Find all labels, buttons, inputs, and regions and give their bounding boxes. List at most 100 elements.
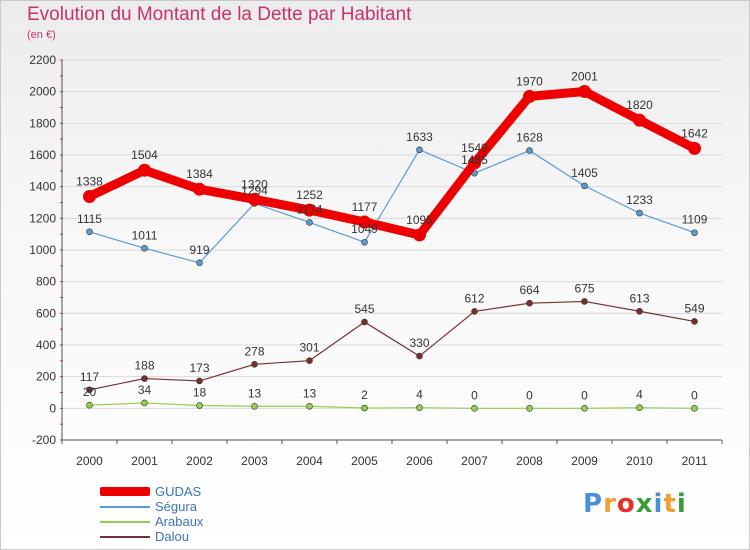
y-tick-label: 400 <box>36 338 56 352</box>
y-tick-label: 1000 <box>29 243 56 257</box>
data-point <box>416 352 423 360</box>
data-label: 549 <box>684 301 704 315</box>
data-point <box>361 404 368 412</box>
series-segura <box>86 146 698 267</box>
data-point <box>306 402 313 410</box>
y-tick-label: 1400 <box>29 180 56 194</box>
data-point <box>691 405 698 412</box>
y-tick-label: 2200 <box>29 53 56 67</box>
y-tick-label: 2000 <box>29 85 56 99</box>
data-point <box>248 192 261 206</box>
data-label: 664 <box>519 283 539 297</box>
series-line <box>88 300 696 391</box>
logo-letter: t <box>663 489 677 519</box>
series-arabaux <box>86 399 698 412</box>
data-label: 301 <box>299 341 319 355</box>
data-point <box>196 402 203 409</box>
data-label: 545 <box>354 302 374 316</box>
data-point <box>86 386 93 394</box>
data-point <box>691 229 698 237</box>
data-labels: 1115101191912941174104916331485162814051… <box>76 70 708 403</box>
data-label: 612 <box>464 291 484 305</box>
grid-lines <box>62 59 722 441</box>
data-label: 4 <box>416 388 423 402</box>
series-dalou <box>86 298 698 394</box>
logo-letter: i <box>653 489 664 519</box>
chart-legend: GUDAS Ségura Arabaux Dalou <box>100 484 300 544</box>
data-point <box>471 405 478 412</box>
chart-title: Evolution du Montant de la Dette par Hab… <box>27 4 412 25</box>
data-label: 1095 <box>406 213 433 227</box>
data-label: 1338 <box>76 174 103 188</box>
data-label: 34 <box>138 383 152 397</box>
y-tick-label: 1800 <box>29 116 56 130</box>
logo-letter: r <box>603 489 617 519</box>
y-tick-label: 600 <box>36 306 56 320</box>
data-point <box>141 399 148 407</box>
data-point <box>416 404 423 412</box>
data-point <box>358 215 371 229</box>
legend-item: Arabaux <box>100 514 300 529</box>
data-point <box>83 189 96 203</box>
data-point <box>138 163 151 177</box>
legend-label: Ségura <box>155 499 197 514</box>
data-label: 675 <box>574 281 594 295</box>
data-point <box>636 404 643 412</box>
x-tick-label: 2010 <box>626 454 653 468</box>
data-label: 1970 <box>516 74 543 88</box>
data-point <box>361 238 368 246</box>
data-label: 117 <box>80 370 99 384</box>
legend-label: Dalou <box>155 529 189 544</box>
data-label: 1405 <box>571 166 598 180</box>
x-tick-label: 2002 <box>186 454 213 468</box>
data-label: 2 <box>361 388 368 402</box>
data-point <box>581 182 588 190</box>
data-label: 0 <box>581 388 588 402</box>
data-point <box>251 402 258 410</box>
data-label: 1628 <box>516 131 543 145</box>
data-label: 1011 <box>132 228 158 242</box>
series-line <box>85 87 699 240</box>
logo-letter: i <box>676 489 687 519</box>
y-tick-label: 800 <box>36 275 56 289</box>
data-label: 1820 <box>626 98 653 112</box>
data-label: 1504 <box>131 148 158 162</box>
data-point <box>413 228 426 242</box>
x-tick-label: 2006 <box>406 454 433 468</box>
data-point <box>633 113 646 127</box>
data-point <box>416 146 423 154</box>
data-label: 1109 <box>682 213 708 227</box>
data-label: 1633 <box>406 130 433 144</box>
data-point <box>636 209 643 217</box>
legend-item: Dalou <box>100 529 300 544</box>
data-point <box>688 141 701 155</box>
legend-item: GUDAS <box>100 484 300 499</box>
data-point <box>86 401 93 409</box>
series-gudas <box>83 85 701 242</box>
y-tick-label: -200 <box>32 433 56 447</box>
x-tick-label: 2005 <box>351 454 378 468</box>
data-label: 330 <box>409 336 429 350</box>
data-label: 1177 <box>352 200 378 214</box>
data-point <box>306 357 313 364</box>
data-point <box>578 85 591 99</box>
data-label: 13 <box>303 386 317 400</box>
data-label: 1642 <box>681 126 708 140</box>
data-label: 173 <box>189 361 209 375</box>
data-label: 1485 <box>461 153 488 167</box>
data-label: 1320 <box>241 177 268 191</box>
logo-letter: o <box>616 489 636 519</box>
data-label: 1384 <box>186 167 213 181</box>
legend-swatch <box>100 487 150 496</box>
data-label: 1252 <box>296 188 323 202</box>
x-tick-label: 2009 <box>571 454 598 468</box>
data-point <box>141 244 148 252</box>
data-point <box>86 228 93 236</box>
y-tick-label: 0 <box>49 401 56 415</box>
data-label: 1233 <box>626 193 653 207</box>
legend-swatch <box>100 506 150 508</box>
data-point <box>251 361 258 368</box>
x-tick-label: 2008 <box>516 454 543 468</box>
legend-label: GUDAS <box>155 484 202 499</box>
